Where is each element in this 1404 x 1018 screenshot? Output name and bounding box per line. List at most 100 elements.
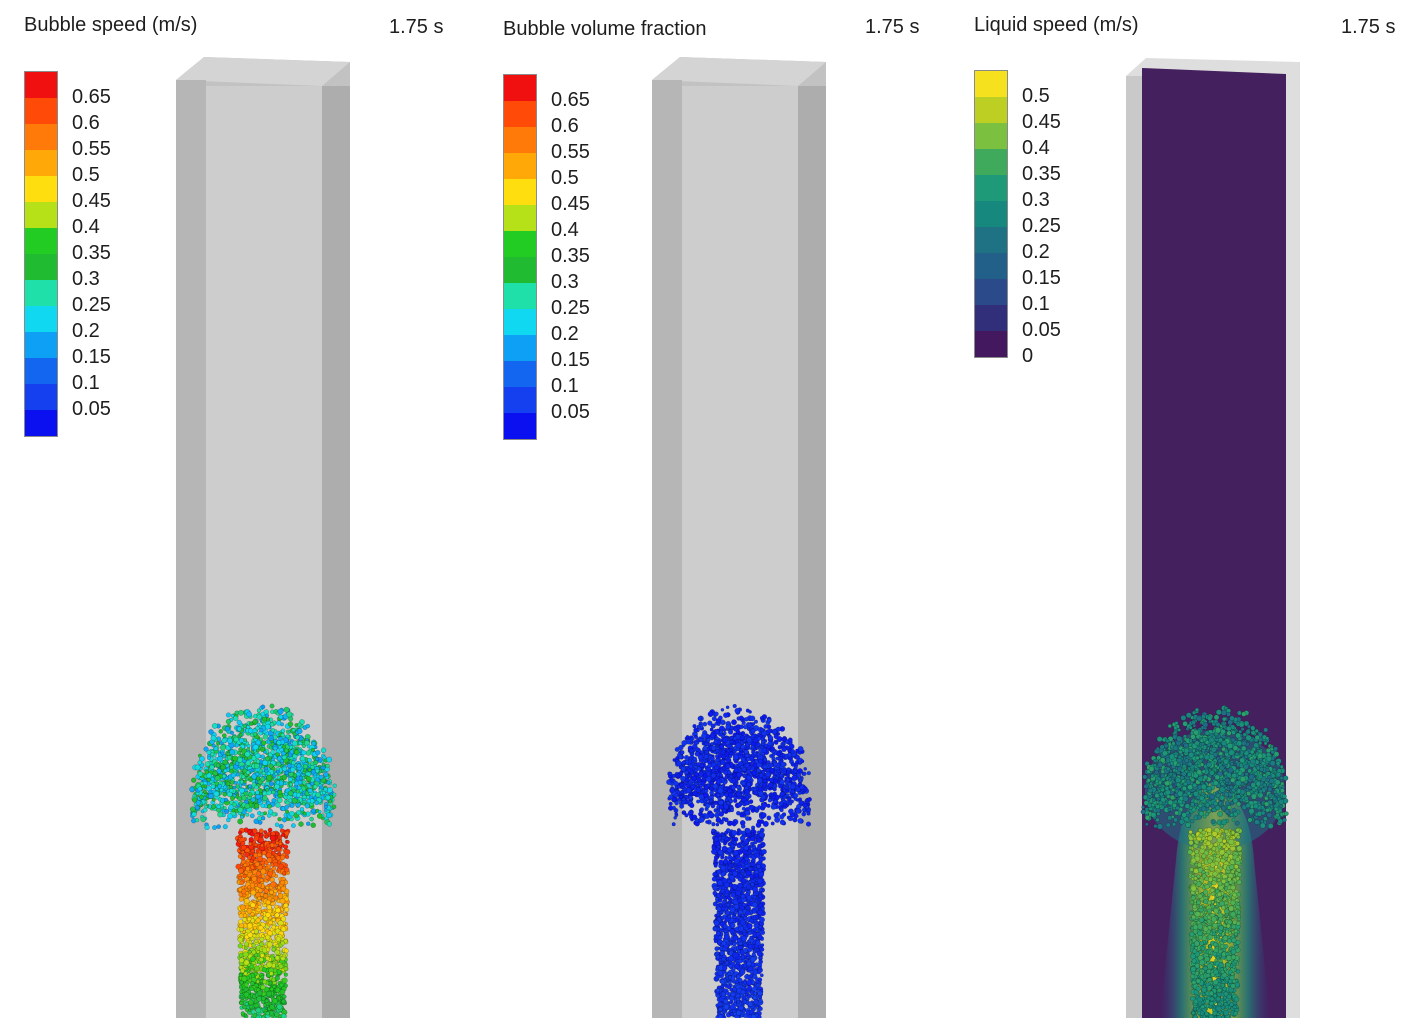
legend-tick-label: 0.25: [72, 294, 111, 316]
bubble: [759, 727, 765, 733]
bubble: [250, 911, 255, 917]
bubble: [779, 807, 784, 813]
bubble: [286, 763, 292, 769]
panel-bubble-volume-fraction: Bubble volume fraction 1.75 s 0.65 0.6 0.5…: [476, 0, 946, 1018]
bubble: [250, 889, 257, 896]
bubble: [240, 795, 247, 801]
bubble: [224, 808, 230, 815]
bubble: [739, 724, 744, 730]
bubble: [707, 711, 714, 718]
bubble: [317, 809, 322, 814]
bubble: [694, 771, 700, 777]
bubble: [725, 705, 730, 710]
bubble: [732, 773, 737, 778]
bubble: [242, 917, 247, 922]
bubble: [284, 804, 289, 810]
bubble: [261, 967, 267, 973]
bubble: [253, 842, 258, 847]
bubble: [301, 801, 306, 806]
legend-tick-label: 0.15: [551, 349, 590, 371]
bubble: [217, 783, 222, 789]
bubble: [198, 755, 205, 762]
bubble: [740, 823, 746, 829]
legend-swatch: [25, 384, 57, 410]
bubble: [756, 768, 761, 773]
bubble: [751, 901, 758, 908]
bubble: [715, 931, 721, 937]
bubble: [255, 725, 260, 731]
bubble: [247, 949, 252, 954]
bubble: [249, 721, 254, 726]
bubble: [750, 744, 756, 750]
bubble: [214, 786, 219, 791]
bubble: [242, 723, 247, 728]
bubble: [703, 753, 709, 759]
bubble: [280, 926, 287, 932]
bubble: [240, 855, 246, 861]
bubble: [247, 728, 254, 734]
bubble: [800, 759, 805, 764]
bubble: [713, 764, 720, 771]
bubble: [253, 763, 260, 769]
bubble: [678, 744, 684, 751]
legend-tick-label: 0.25: [551, 297, 590, 319]
bubble: [246, 908, 253, 914]
bubble: [744, 717, 749, 722]
bubble: [194, 804, 200, 811]
bubble: [294, 749, 300, 755]
legend-swatch: [504, 387, 536, 413]
bubble: [263, 888, 269, 894]
bubble: [739, 812, 745, 818]
bubble: [733, 767, 739, 773]
bubble: [716, 793, 721, 798]
bubble: [254, 784, 259, 790]
legend-tick-label: 0.55: [551, 141, 590, 163]
bubble: [727, 729, 734, 735]
bubble: [691, 814, 698, 820]
bubble: [775, 726, 781, 732]
bubble: [307, 757, 312, 763]
bubble: [251, 929, 255, 934]
bubble: [698, 793, 705, 800]
bubble: [318, 788, 323, 793]
bubble: [715, 816, 722, 823]
bubble: [274, 963, 279, 968]
bubble: [265, 756, 271, 762]
bubble: [250, 902, 256, 908]
bubble: [282, 766, 288, 772]
bubble: [298, 736, 304, 742]
bubble: [328, 799, 333, 804]
bubble: [793, 813, 799, 819]
bubble: [314, 757, 320, 762]
bubble: [269, 1003, 276, 1010]
bubble: [744, 816, 750, 821]
bubble: [191, 777, 197, 783]
bubble: [788, 808, 794, 815]
bubble: [270, 728, 276, 733]
legend-tick-label: 0.3: [551, 271, 579, 293]
bubble: [221, 738, 227, 744]
bubble: [249, 1004, 254, 1009]
legend-swatch: [504, 101, 536, 127]
bubble: [791, 775, 798, 782]
bubble: [723, 712, 729, 718]
bubble: [226, 737, 233, 744]
bubble: [715, 778, 722, 785]
bubble: [735, 791, 742, 798]
bubble: [240, 968, 245, 974]
bubble: [210, 752, 215, 757]
bubble: [285, 800, 290, 805]
bubble: [256, 990, 263, 997]
bubble: [217, 755, 223, 762]
bubble: [272, 998, 278, 1004]
bubble: [243, 971, 248, 976]
bubble: [774, 816, 781, 823]
bubble: [768, 762, 774, 768]
bubble: [725, 724, 731, 730]
bubble: [215, 763, 221, 768]
bubble: [248, 841, 253, 846]
bubble: [325, 812, 332, 819]
bubble: [296, 728, 303, 734]
bubble: [252, 731, 258, 737]
bubble: [281, 754, 287, 760]
